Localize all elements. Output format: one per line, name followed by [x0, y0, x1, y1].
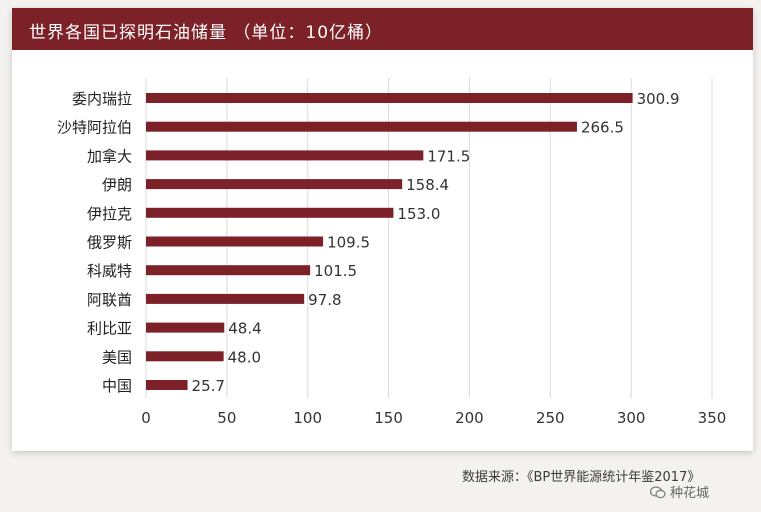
source-note: 数据来源：《BP世界能源统计年鉴2017》: [462, 470, 701, 485]
data-label: 171.5: [427, 147, 470, 165]
x-tick-label: 300: [617, 409, 646, 427]
category-label: 中国: [102, 377, 132, 395]
data-label: 25.7: [192, 377, 225, 395]
bar: [146, 236, 324, 247]
x-tick-label: 250: [536, 409, 565, 427]
chart-card: 世界各国已探明石油储量 （单位：10亿桶） 0 50 100 150 200 250 300…: [12, 8, 753, 451]
x-tick-label: 350: [698, 409, 727, 427]
bar-chart: 0 50 100 150 200 250 300 350 委内瑞拉 300.9 沙特阿拉伯 266.5…: [57, 78, 727, 427]
wechat-icon: [650, 486, 666, 499]
x-tick-label: 100: [293, 409, 322, 427]
category-label: 俄罗斯: [87, 234, 132, 252]
data-label: 48.0: [228, 348, 261, 366]
category-label: 阿联酋: [87, 291, 132, 309]
category-label: 加拿大: [87, 147, 132, 165]
data-label: 109.5: [327, 234, 370, 252]
bar: [146, 293, 305, 304]
bar: [146, 179, 403, 190]
bar: [146, 150, 424, 161]
category-label: 沙特阿拉伯: [57, 119, 132, 137]
data-label: 300.9: [637, 90, 680, 108]
title-banner: 世界各国已探明石油储量 （单位：10亿桶）: [12, 8, 753, 50]
x-tick-label: 200: [455, 409, 484, 427]
bar: [146, 207, 394, 218]
chart-title: 世界各国已探明石油储量 （单位：10亿桶）: [29, 23, 384, 43]
data-label: 266.5: [581, 119, 624, 137]
bar: [146, 351, 224, 362]
x-tick-label: 0: [141, 409, 151, 427]
watermark: 种花城: [650, 482, 709, 501]
bar: [146, 322, 225, 333]
category-label: 伊拉克: [87, 205, 132, 223]
category-label: 伊朗: [102, 176, 132, 194]
bar: [146, 265, 311, 276]
x-tick-label: 50: [217, 409, 236, 427]
category-label: 利比亚: [87, 320, 132, 338]
bar: [146, 93, 633, 103]
data-label: 158.4: [406, 176, 449, 194]
watermark-text: 种花城: [670, 486, 710, 501]
category-label: 委内瑞拉: [72, 90, 132, 108]
category-label: 科威特: [87, 262, 132, 280]
category-label: 美国: [102, 348, 132, 366]
bar: [146, 380, 188, 390]
data-label: 97.8: [308, 291, 341, 309]
data-label: 101.5: [314, 262, 357, 280]
data-label: 48.4: [228, 320, 261, 338]
bar: [146, 121, 577, 132]
data-label: 153.0: [397, 205, 440, 223]
x-tick-label: 150: [374, 409, 403, 427]
